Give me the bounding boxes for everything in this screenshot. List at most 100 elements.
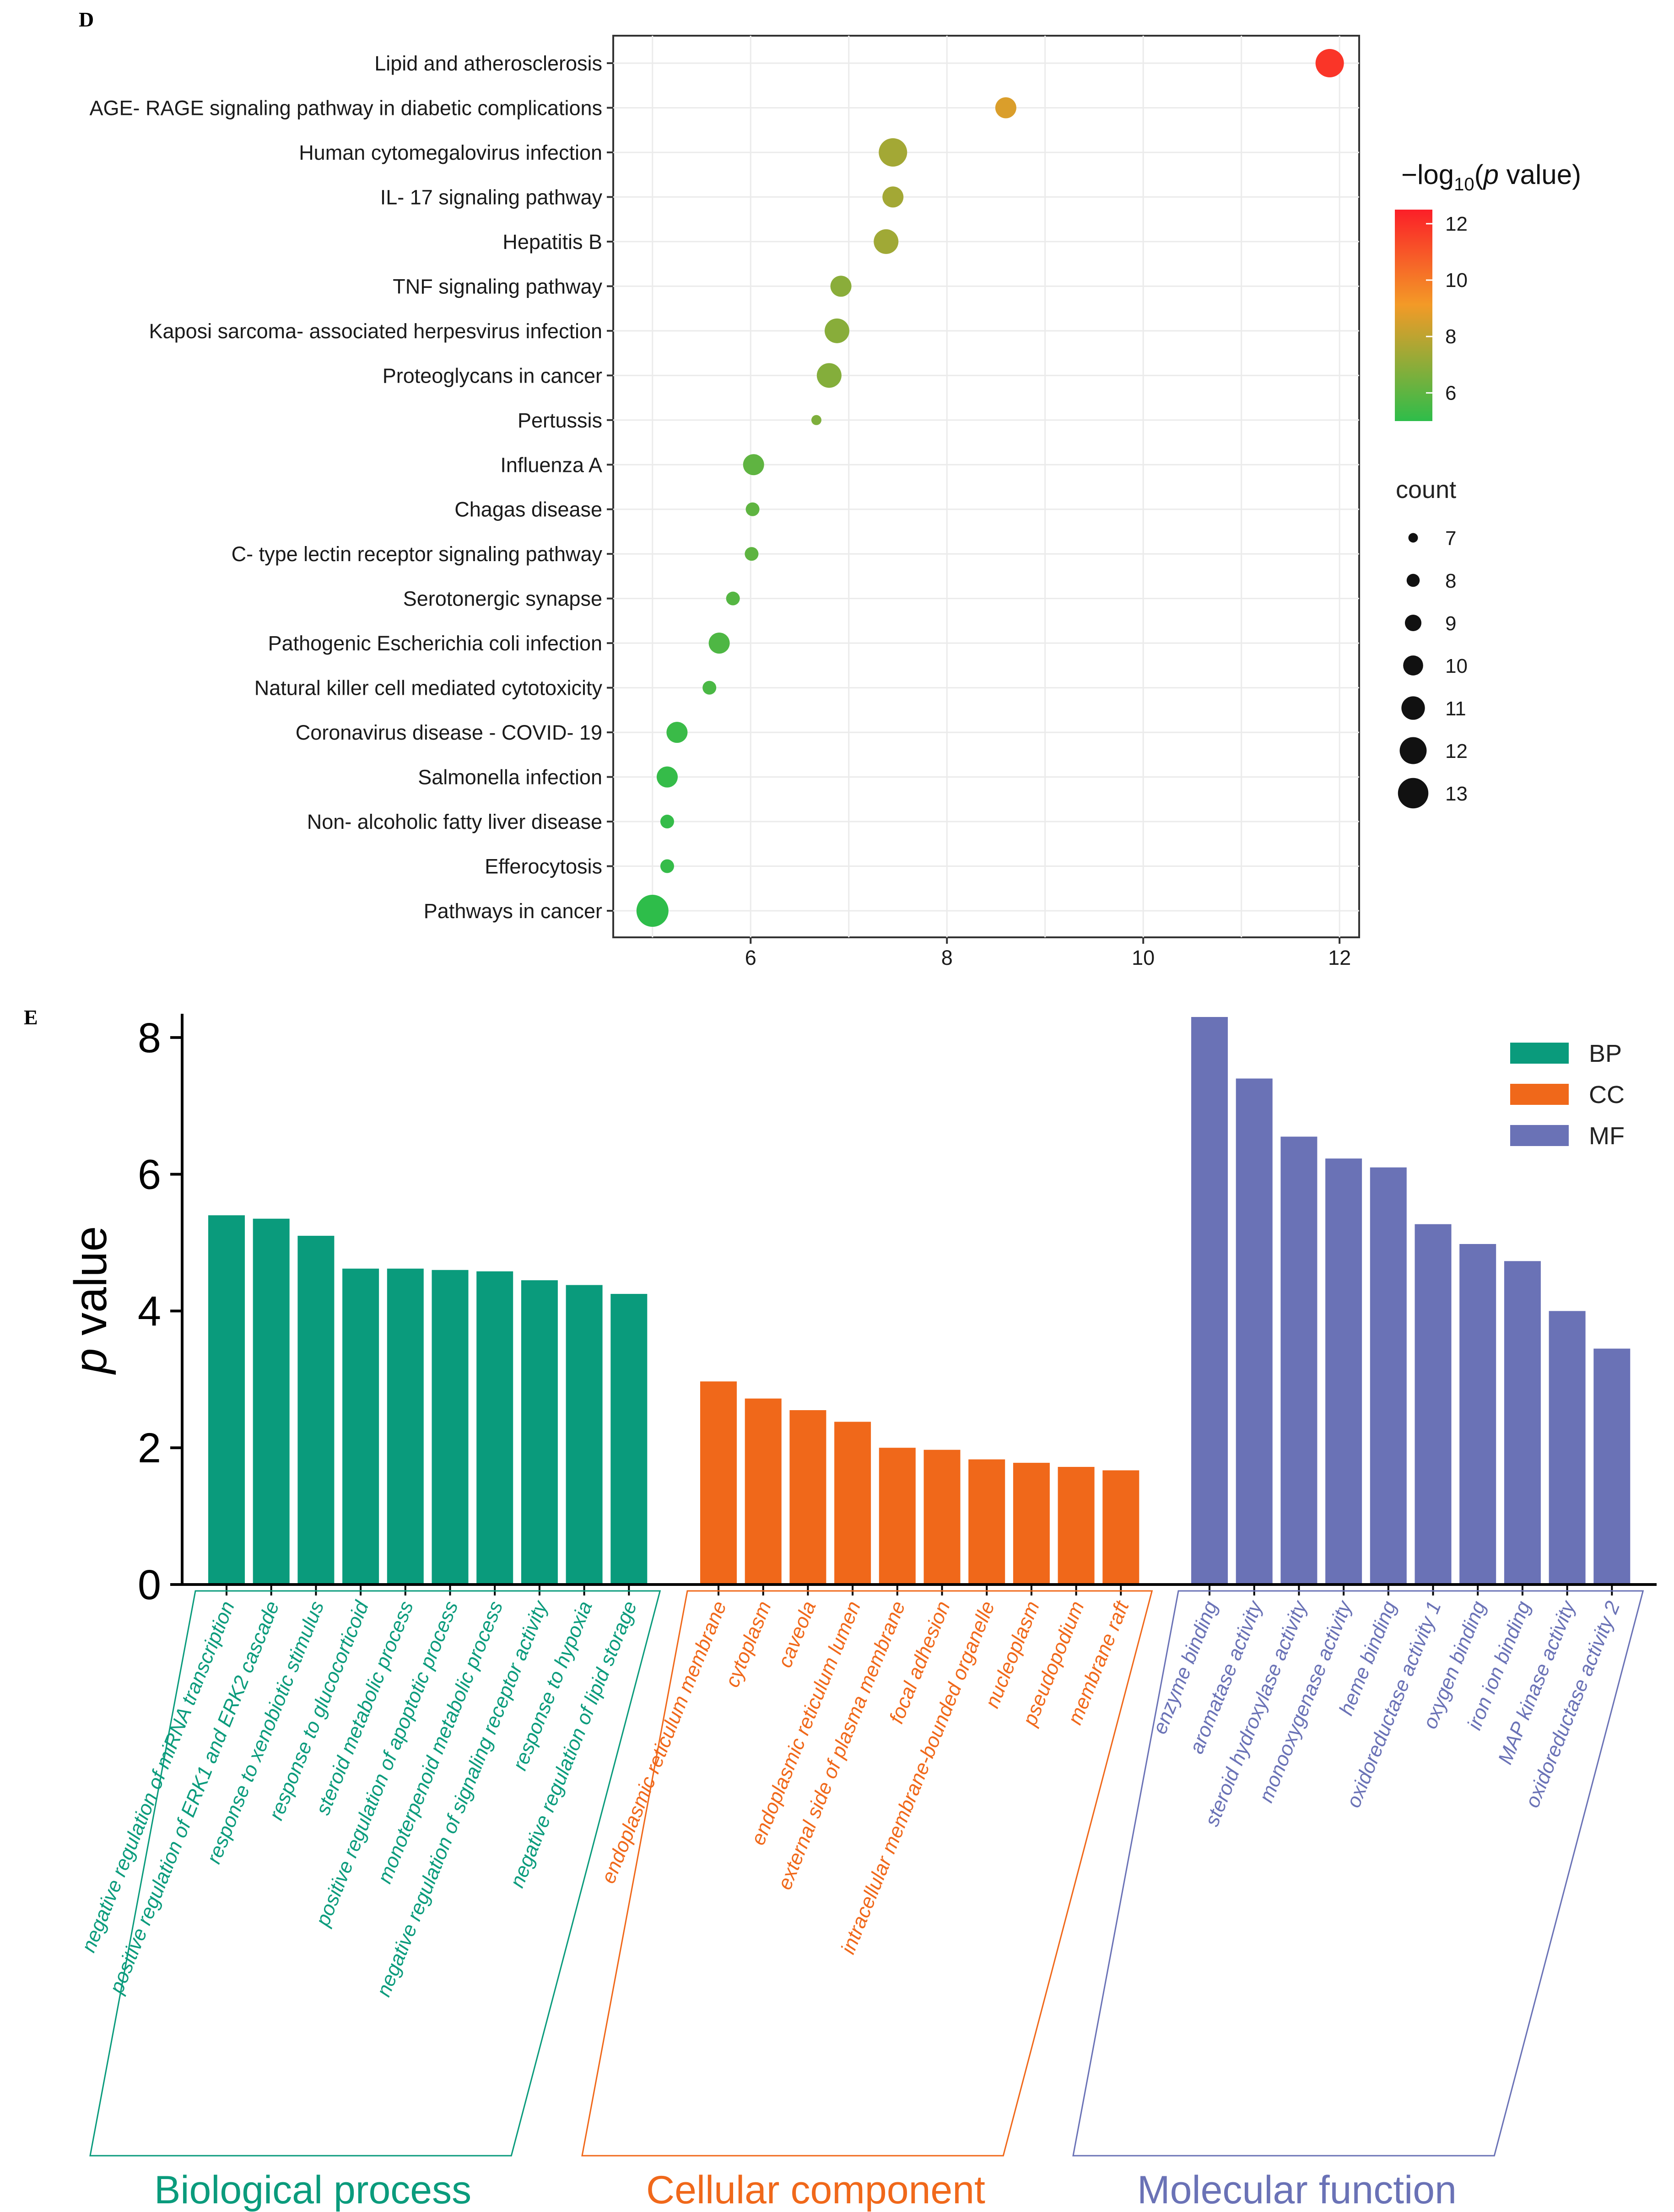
bar: [1058, 1467, 1095, 1585]
bar-legend-label: CC: [1589, 1081, 1625, 1109]
bar: [923, 1449, 961, 1585]
size-legend-label: 12: [1445, 740, 1468, 763]
size-legend-dot: [1408, 533, 1418, 543]
size-legend-dot: [1406, 573, 1420, 587]
color-title-part-5: value): [1499, 159, 1581, 190]
dot-y-label: Efferocytosis: [485, 855, 602, 878]
dot-y-label: Influenza A: [500, 453, 602, 476]
color-legend: −log10(p value) 6 8 10 12: [1395, 159, 1581, 421]
color-legend-ticks: 6 8 10 12: [1426, 213, 1468, 404]
dot-x-tick-label: 6: [745, 946, 756, 969]
dot-y-label: AGE- RAGE signaling pathway in diabetic …: [89, 96, 602, 119]
dot-point: [879, 138, 907, 167]
bar: [1191, 1017, 1228, 1585]
dot-point: [745, 547, 759, 561]
size-legend-label: 11: [1445, 698, 1466, 720]
bar: [1013, 1463, 1050, 1585]
bar: [700, 1381, 737, 1585]
bar-y-tick-label: 8: [138, 1015, 161, 1061]
y-axis-title-value: value: [65, 1226, 116, 1348]
dot-y-label: C- type lectin receptor signaling pathwa…: [232, 542, 603, 566]
bar-chart-legend: BP CC MF: [1510, 1040, 1625, 1150]
group-label: Molecular function: [1137, 2168, 1457, 2212]
size-legend-dot: [1398, 778, 1429, 809]
bar: [342, 1268, 379, 1585]
size-legend-label: 8: [1445, 570, 1456, 592]
size-legend-label: 7: [1445, 527, 1456, 550]
y-axis-title-p: p: [65, 1348, 116, 1375]
bar-y-tick-label: 0: [138, 1562, 161, 1608]
bar-y-tick-label: 2: [138, 1425, 161, 1471]
dot-point: [745, 502, 760, 516]
dot-y-label: Kaposi sarcoma- associated herpesvirus i…: [149, 319, 602, 343]
bar-category-label: caveola: [773, 1598, 820, 1671]
bar-legend-swatch: [1510, 1043, 1569, 1064]
dot-point: [825, 318, 849, 343]
color-legend-tick-label: 6: [1445, 382, 1456, 404]
color-legend-tick-label: 10: [1445, 269, 1468, 292]
color-legend-title: −log10(p value): [1401, 159, 1581, 195]
size-legend-dot: [1404, 614, 1422, 632]
bar-legend-swatch: [1510, 1125, 1569, 1146]
bar: [1459, 1244, 1496, 1585]
dot-point: [882, 186, 904, 208]
dot-point: [1315, 49, 1344, 77]
color-title-part-4: p: [1483, 159, 1499, 190]
bar: [968, 1459, 1005, 1585]
bar: [521, 1280, 558, 1585]
color-legend-tick-label: 12: [1445, 213, 1468, 235]
dot-point: [708, 633, 730, 654]
bar: [253, 1218, 290, 1585]
bar: [1549, 1311, 1586, 1585]
bar: [745, 1398, 782, 1585]
dot-point: [666, 722, 688, 743]
dot-point: [660, 859, 674, 873]
dot-plot-gridlines: [613, 36, 1359, 937]
dot-point: [874, 229, 899, 254]
size-legend-items: 7 8 9 10 11 12 13: [1398, 527, 1468, 809]
bar-chart: 0 2 4 6 8 p value negative regulation of miR…: [65, 1014, 1657, 2212]
bar-y-tick-label: 4: [138, 1288, 161, 1335]
bar: [297, 1236, 335, 1585]
dot-y-label: Lipid and atherosclerosis: [374, 52, 602, 75]
dot-point: [636, 895, 669, 927]
dot-point: [743, 454, 764, 476]
dot-y-label: Pathways in cancer: [424, 899, 602, 923]
bar: [1415, 1224, 1452, 1585]
bar-chart-category-labels: negative regulation of miRNA transcripti…: [77, 1597, 1625, 2000]
bar-y-tick-label: 6: [138, 1152, 161, 1198]
color-title-part-2: 10: [1454, 174, 1474, 195]
group-bracket: [89, 1590, 661, 2157]
bar-chart-x-ticks: [226, 1585, 1613, 1595]
dot-y-label: Serotonergic synapse: [403, 587, 602, 611]
size-legend-label: 13: [1445, 783, 1468, 805]
bar: [1102, 1470, 1139, 1585]
bar: [1280, 1136, 1318, 1585]
bar: [1593, 1348, 1631, 1585]
dot-point: [816, 363, 842, 388]
dot-x-tick-label: 12: [1328, 946, 1351, 969]
dot-plot: Lipid and atherosclerosis AGE- RAGE signa…: [89, 35, 1360, 969]
bar-chart-y-ticks: 0 2 4 6 8: [138, 1015, 182, 1608]
dot-plot-points: [636, 49, 1344, 927]
dot-y-label: Pertussis: [518, 409, 602, 432]
bar: [566, 1285, 603, 1585]
dot-point: [811, 415, 821, 425]
bar: [879, 1448, 916, 1585]
dot-y-label: Human cytomegalovirus infection: [299, 141, 602, 164]
dot-x-tick-label: 8: [941, 946, 953, 969]
color-legend-tick-label: 8: [1445, 325, 1456, 348]
bar: [432, 1270, 469, 1585]
group-bracket: [1072, 1590, 1644, 2157]
dot-point: [830, 276, 852, 297]
dot-plot-x-ticks: 6 8 10 12: [745, 937, 1351, 969]
bar: [789, 1410, 826, 1585]
bar: [1504, 1261, 1541, 1585]
dot-y-label: Salmonella infection: [418, 766, 602, 789]
size-legend-title: count: [1396, 476, 1456, 503]
bar-chart-group-brackets: [89, 1590, 1644, 2157]
size-legend-dot: [1399, 737, 1427, 764]
bar: [1236, 1078, 1273, 1585]
bar-chart-bars: [208, 1017, 1631, 1585]
dot-y-label: IL- 17 signaling pathway: [380, 185, 603, 209]
